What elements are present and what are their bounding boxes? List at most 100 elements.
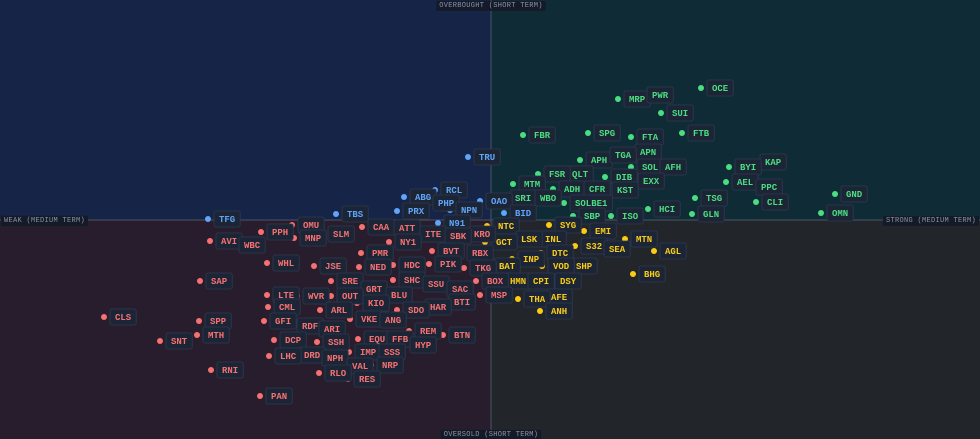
point: [265, 304, 271, 310]
point-label: OMN: [826, 204, 854, 222]
label-text: BLU: [391, 291, 407, 301]
point: [630, 271, 636, 277]
point: [258, 229, 264, 235]
label-text: CLI: [767, 198, 783, 208]
point: [207, 238, 213, 244]
label-text: FTB: [693, 129, 710, 139]
label-text: SDO: [408, 306, 425, 316]
label-text: ADH: [564, 185, 580, 195]
point-label: NED: [364, 258, 392, 276]
point-label: PPH: [266, 223, 294, 241]
label-box: [213, 210, 241, 228]
label-text: N91: [449, 219, 466, 229]
point-label: MNP: [299, 229, 327, 247]
point-label: RES: [353, 370, 381, 388]
label-text: HAR: [430, 303, 447, 313]
label-box: [394, 233, 422, 251]
point: [261, 318, 267, 324]
label-text: SOL: [642, 163, 658, 173]
point-label: BID: [509, 204, 537, 222]
label-text: SRI: [515, 194, 531, 204]
label-box: [341, 205, 369, 223]
label-text: EMI: [595, 227, 611, 237]
label-text: SPP: [210, 317, 227, 327]
label-box: [485, 286, 513, 304]
point-label: TGA: [609, 146, 637, 164]
label-text: LTE: [278, 291, 295, 301]
label-text: SHP: [576, 262, 593, 272]
quadrant: [0, 0, 491, 220]
label-box: [603, 240, 631, 258]
label-box: [840, 185, 868, 203]
point-label: GND: [840, 185, 868, 203]
label-text: ISO: [622, 212, 639, 222]
label-text: TKG: [475, 264, 491, 274]
point-label: AFH: [659, 158, 687, 176]
label-text: DCP: [285, 336, 302, 346]
label-text: RDF: [302, 322, 318, 332]
point-label: FTB: [687, 124, 715, 142]
point-label: KIO: [362, 294, 390, 312]
point: [602, 174, 608, 180]
point-label: KST: [611, 181, 639, 199]
point-label: RDF: [296, 317, 324, 335]
point-label: SPP: [204, 312, 232, 330]
label-text: TFG: [219, 215, 235, 225]
label-box: [238, 236, 266, 254]
label-text: FFB: [392, 335, 409, 345]
label-text: TGA: [615, 151, 632, 161]
point: [205, 216, 211, 222]
point-label: GLN: [697, 205, 725, 223]
point: [328, 278, 334, 284]
point-label: CAA: [367, 218, 395, 236]
label-box: [319, 257, 347, 275]
label-box: [448, 326, 476, 344]
point-label: MSP: [485, 286, 513, 304]
point-label: AVI: [215, 232, 243, 250]
point: [314, 339, 320, 345]
label-text: DTC: [552, 249, 569, 259]
point-label: S32: [580, 237, 608, 255]
point-label: WVR: [302, 287, 330, 305]
point: [501, 210, 507, 216]
label-box: [509, 204, 537, 222]
point: [394, 307, 400, 313]
label-text: DIB: [616, 173, 633, 183]
label-box: [697, 205, 725, 223]
label-text: NY1: [400, 238, 417, 248]
label-text: INP: [523, 255, 540, 265]
point: [535, 171, 541, 177]
point-label: ITE: [419, 225, 447, 243]
label-box: [523, 290, 551, 308]
label-text: SNT: [171, 337, 188, 347]
label-box: [274, 347, 302, 365]
point: [645, 206, 651, 212]
label-text: PMR: [372, 249, 389, 259]
point-label: HCI: [653, 200, 681, 218]
point-label: PIK: [434, 255, 462, 273]
point-label: TFG: [213, 210, 241, 228]
label-text: BVT: [443, 247, 460, 257]
point: [359, 224, 365, 230]
point-label: JSE: [319, 257, 347, 275]
point: [689, 211, 695, 217]
label-text: SOLBE1: [575, 199, 608, 209]
point-label: NRP: [376, 356, 404, 374]
label-text: GFI: [275, 317, 291, 327]
label-text: BOX: [487, 277, 504, 287]
axis-label: WEAK (MEDIUM TERM): [4, 217, 85, 225]
point-label: ANG: [379, 311, 407, 329]
point: [473, 278, 479, 284]
point: [608, 213, 614, 219]
point: [429, 248, 435, 254]
label-text: FSR: [549, 170, 566, 180]
label-box: [409, 336, 437, 354]
label-text: GRT: [366, 285, 383, 295]
label-text: ANG: [385, 316, 401, 326]
point-label: ARI: [318, 320, 346, 338]
label-text: BID: [515, 209, 532, 219]
label-text: WVR: [308, 292, 325, 302]
label-text: NPH: [327, 354, 343, 364]
label-text: KRO: [474, 230, 491, 240]
point-label: NTC: [492, 217, 520, 235]
